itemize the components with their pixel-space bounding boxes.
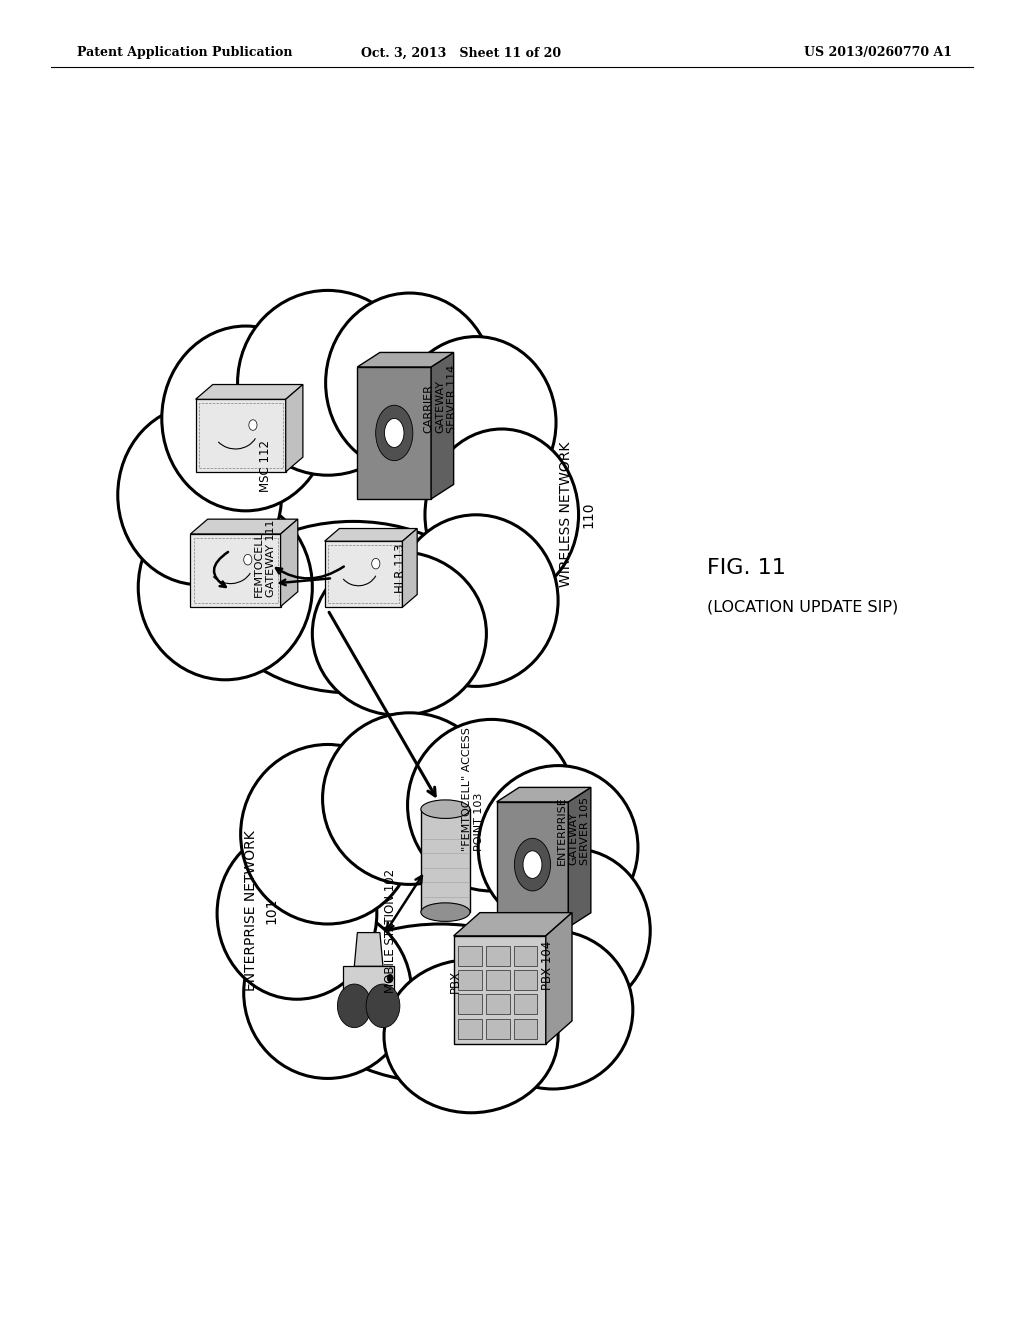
Ellipse shape [312, 552, 486, 715]
Ellipse shape [138, 495, 312, 680]
Circle shape [387, 974, 393, 982]
Circle shape [244, 554, 252, 565]
Text: FIG. 11: FIG. 11 [707, 557, 785, 578]
Polygon shape [497, 803, 568, 927]
Text: FEMTOCELL
GATEWAY 111: FEMTOCELL GATEWAY 111 [254, 519, 275, 597]
Circle shape [367, 983, 399, 1027]
Ellipse shape [425, 429, 579, 601]
Ellipse shape [238, 290, 418, 475]
Text: Oct. 3, 2013   Sheet 11 of 20: Oct. 3, 2013 Sheet 11 of 20 [360, 46, 561, 59]
Text: Patent Application Publication: Patent Application Publication [77, 46, 292, 59]
Polygon shape [497, 787, 591, 803]
Ellipse shape [307, 924, 573, 1082]
Ellipse shape [220, 521, 486, 693]
Text: PBX: PBX [450, 970, 462, 994]
Text: 101: 101 [264, 898, 279, 924]
Text: CARRIER
GATEWAY
SERVER 114: CARRIER GATEWAY SERVER 114 [424, 364, 457, 433]
Polygon shape [196, 399, 286, 471]
Polygon shape [190, 519, 298, 535]
Ellipse shape [421, 903, 470, 921]
Polygon shape [458, 945, 481, 966]
Text: 110: 110 [582, 502, 596, 528]
Polygon shape [458, 994, 481, 1014]
Text: PBX 104: PBX 104 [542, 941, 554, 990]
Text: ENTERPRISE
GATEWAY
SERVER 105: ENTERPRISE GATEWAY SERVER 105 [557, 796, 590, 865]
Polygon shape [431, 352, 454, 499]
Ellipse shape [118, 405, 282, 585]
Text: US 2013/0260770 A1: US 2013/0260770 A1 [804, 46, 952, 59]
Ellipse shape [162, 326, 330, 511]
Text: WIRELESS NETWORK: WIRELESS NETWORK [559, 442, 573, 587]
Text: "FEMTOCELL" ACCESS
POINT 103: "FEMTOCELL" ACCESS POINT 103 [462, 727, 484, 851]
Circle shape [337, 983, 371, 1027]
Ellipse shape [497, 849, 650, 1012]
Ellipse shape [323, 713, 497, 884]
Circle shape [372, 558, 380, 569]
Polygon shape [357, 367, 431, 499]
Polygon shape [357, 352, 454, 367]
Polygon shape [421, 809, 470, 912]
Ellipse shape [384, 960, 558, 1113]
Polygon shape [402, 528, 417, 607]
Polygon shape [514, 994, 538, 1014]
Polygon shape [454, 936, 546, 1044]
Polygon shape [568, 787, 591, 927]
Polygon shape [196, 384, 303, 399]
Ellipse shape [421, 800, 470, 818]
Polygon shape [286, 384, 303, 471]
Polygon shape [514, 970, 538, 990]
Polygon shape [325, 528, 417, 541]
Ellipse shape [408, 719, 575, 891]
Polygon shape [546, 912, 572, 1044]
Ellipse shape [376, 405, 413, 461]
Ellipse shape [478, 766, 638, 929]
Ellipse shape [514, 838, 551, 891]
Ellipse shape [241, 744, 415, 924]
Ellipse shape [396, 337, 556, 508]
Ellipse shape [244, 907, 412, 1078]
Text: MSC 112: MSC 112 [259, 441, 272, 492]
Text: (LOCATION UPDATE SIP): (LOCATION UPDATE SIP) [707, 599, 898, 615]
Polygon shape [343, 966, 394, 1006]
Polygon shape [458, 970, 481, 990]
Ellipse shape [473, 931, 633, 1089]
Circle shape [249, 420, 257, 430]
Polygon shape [281, 519, 298, 607]
Text: MOBILE STATION 102: MOBILE STATION 102 [384, 869, 397, 993]
Polygon shape [485, 1019, 510, 1039]
Polygon shape [485, 945, 510, 966]
Polygon shape [325, 541, 402, 607]
Polygon shape [190, 535, 281, 607]
Polygon shape [354, 932, 383, 966]
Text: HLR 113: HLR 113 [394, 544, 408, 593]
Polygon shape [514, 945, 538, 966]
Ellipse shape [384, 418, 404, 447]
Polygon shape [458, 1019, 481, 1039]
Text: ENTERPRISE NETWORK: ENTERPRISE NETWORK [244, 830, 258, 991]
Polygon shape [454, 912, 572, 936]
Ellipse shape [326, 293, 494, 473]
Ellipse shape [394, 515, 558, 686]
Polygon shape [485, 970, 510, 990]
Ellipse shape [523, 851, 542, 878]
Polygon shape [485, 994, 510, 1014]
Polygon shape [514, 1019, 538, 1039]
Ellipse shape [217, 828, 377, 999]
